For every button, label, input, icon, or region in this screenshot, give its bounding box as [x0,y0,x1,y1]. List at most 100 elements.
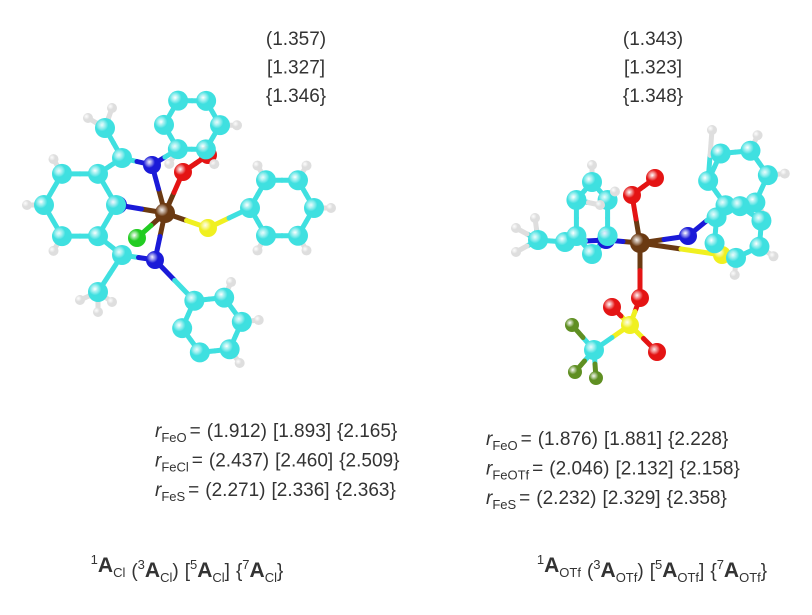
atom [155,203,175,223]
distance-value: {2.158} [680,459,740,480]
distance-row: rFeO = (1.876) [1.881] {2.228} [486,429,728,453]
bond-label: (1.357) [266,29,326,50]
caption-spin: 1 [91,552,98,567]
atom [726,247,747,268]
atom [199,219,217,237]
atom [95,118,115,138]
distance-value: [2.132] [615,459,673,480]
caption-subscript: OTf [559,565,581,580]
caption-close: ) [172,561,178,582]
distance-value: [2.336] [271,480,329,501]
atom [143,156,161,174]
caption-subscript: Cl [113,565,125,580]
atom [146,251,164,269]
distance-value: [2.329] [602,488,660,509]
caption-open: ( [587,561,594,582]
caption-spin: 7 [242,557,249,572]
distance-symbol: r [155,480,162,501]
atom [326,203,336,213]
atom [93,307,103,317]
atom [706,207,727,228]
caption-letter: A [145,559,160,582]
atom [240,198,260,218]
atom [582,244,602,264]
distance-value: (2.437) [209,451,269,472]
atom [164,158,175,169]
distance-subscript: FeS [161,489,185,504]
atom [528,230,548,250]
atom [83,113,93,123]
bond-label: {1.348} [623,86,683,107]
atom [231,120,242,131]
atom [189,342,210,363]
distance-symbol: r [486,459,493,480]
atom [288,225,308,246]
caption: 1AOTf (3AOTf) [5AOTf] {7AOTf} [537,552,767,585]
distance-value: (1.876) [538,429,598,450]
caption-letter: A [724,559,739,582]
atom [112,245,132,265]
distance-value: {2.358} [667,488,727,509]
caption-letter: A [544,554,559,577]
atom [584,340,604,360]
atom [253,315,264,326]
atom [52,163,72,184]
caption-subscript: OTf [739,570,761,585]
distance-subscript: FeS [492,497,516,512]
atom [184,290,205,311]
caption-close: ] [699,561,704,582]
molecule-right [511,125,790,385]
atom [48,245,59,256]
bond-label: {1.346} [266,86,326,107]
caption-letter: A [662,559,677,582]
caption-open: [ [650,561,656,582]
distance-equals: = [532,459,543,480]
atom [196,90,217,111]
atom [209,159,220,170]
atom [112,148,132,168]
atom [52,226,72,247]
distance-equals: = [521,429,532,450]
caption-spin: 7 [717,557,724,572]
caption-letter: A [98,554,113,577]
atom [704,233,725,254]
bond-label: [1.323] [624,58,682,79]
atom [219,339,240,360]
atom [566,190,587,210]
caption-letter: A [601,559,616,582]
atom [234,357,245,368]
atom [252,160,263,171]
atom [568,365,582,379]
atom [301,160,312,171]
atom [679,227,697,245]
atom [226,277,237,288]
caption: 1ACl (3ACl) [5ACl] {7ACl} [91,552,284,585]
distance-row: rFeCl = (2.437) [2.460] {2.509} [155,451,399,475]
distance-value: [2.460] [275,451,333,472]
caption-spin: 1 [537,552,544,567]
distance-value: (1.912) [207,421,267,442]
atom [648,343,666,361]
atom [729,269,740,280]
atom [582,172,602,192]
distance-row: rFeOTf = (2.046) [2.132] {2.158} [486,459,740,483]
atom [779,168,790,179]
distance-equals: = [519,488,530,509]
atom [751,210,772,231]
atom [511,223,521,233]
atom [107,103,117,113]
atom [154,114,175,135]
atom [630,233,650,253]
caption-open: [ [185,561,191,582]
atom [34,195,54,215]
caption-subscript: OTf [616,570,638,585]
caption-letter: A [250,559,265,582]
atom [768,251,779,262]
distance-subscript: FeO [161,430,186,445]
caption-subscript: Cl [160,570,172,585]
caption-spin: 5 [655,557,662,572]
atom [167,139,188,160]
distance-subscript: FeCl [161,460,189,475]
distance-value: [1.881] [604,429,662,450]
